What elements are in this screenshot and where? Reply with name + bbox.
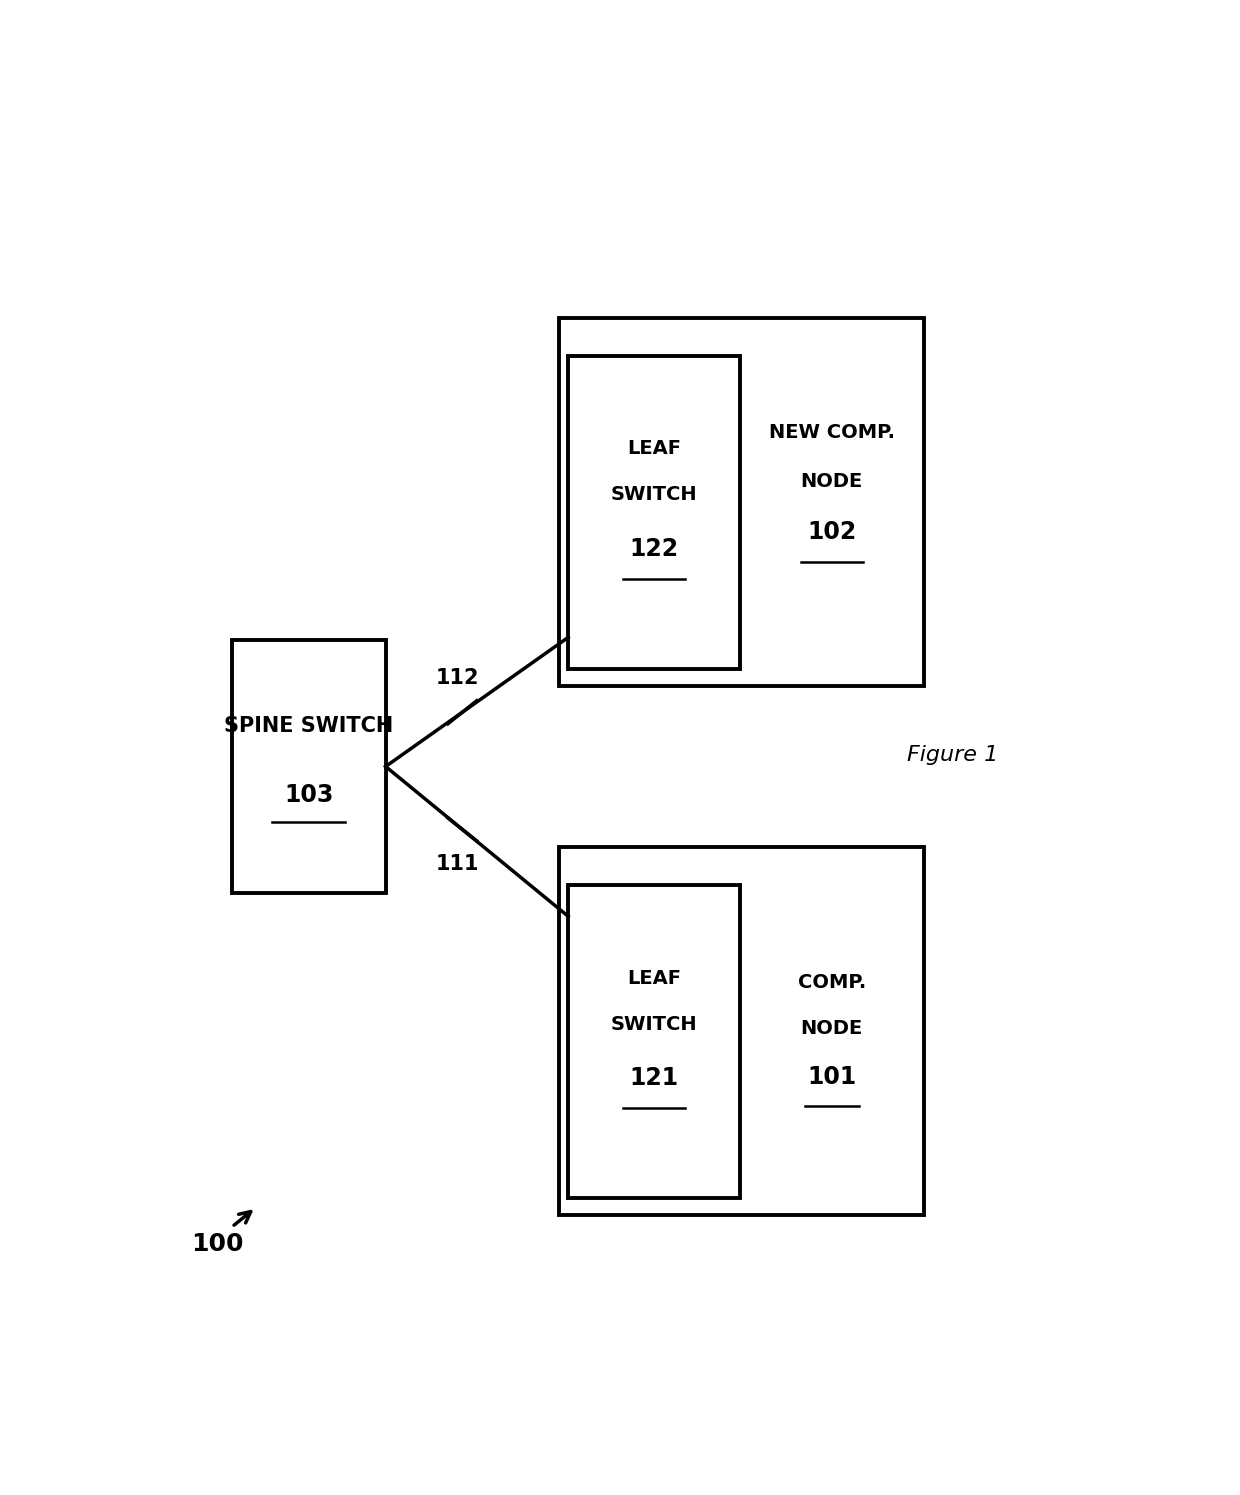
Text: SWITCH: SWITCH [611,1015,697,1035]
Text: 103: 103 [284,783,334,807]
Text: 101: 101 [807,1066,857,1090]
Bar [558,848,924,1215]
Text: NODE: NODE [801,471,863,490]
Text: NODE: NODE [801,1020,863,1039]
Text: 111: 111 [435,854,480,875]
Text: 102: 102 [807,520,857,544]
Text: 112: 112 [435,668,480,688]
Bar [568,356,740,668]
Bar [558,317,924,686]
Text: LEAF: LEAF [627,440,681,459]
Text: 100: 100 [191,1232,244,1256]
Text: 121: 121 [630,1066,678,1090]
Bar [232,640,386,893]
Text: Figure 1: Figure 1 [906,745,998,765]
Text: SPINE SWITCH: SPINE SWITCH [224,716,393,736]
Text: NEW COMP.: NEW COMP. [769,423,895,443]
Bar [568,885,740,1197]
Text: SWITCH: SWITCH [611,486,697,504]
Text: COMP.: COMP. [797,973,866,993]
Text: LEAF: LEAF [627,969,681,988]
Text: 122: 122 [630,537,678,561]
